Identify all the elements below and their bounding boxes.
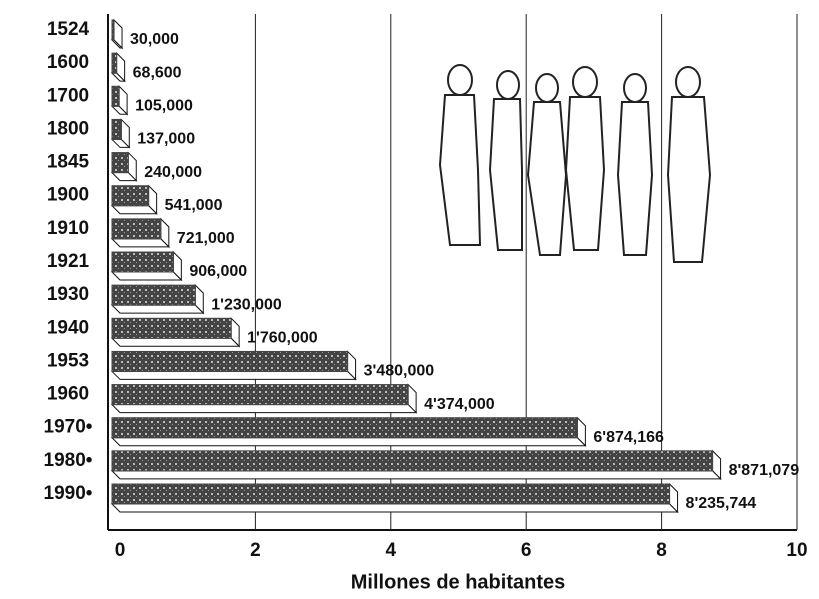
y-tick-label: 1960 [47,384,89,405]
y-tick-label: 1930 [47,284,89,305]
bar [112,385,408,405]
value-label: 721,000 [177,230,235,247]
silhouettes [440,65,710,262]
bar-bottom [112,504,678,512]
bar-bottom [112,471,721,479]
bar-bottom [112,239,169,247]
bar-bottom [112,405,416,413]
bar [112,219,161,239]
y-tick-label: 1700 [47,85,89,106]
x-tick-label: 8 [656,540,667,561]
bar [112,451,713,471]
y-tick-label: 1845 [47,152,90,173]
value-label: 30,000 [130,31,179,48]
y-tick-label: 1800 [47,118,89,139]
value-label: 1'760,000 [247,330,318,347]
y-tick-label: 1990• [44,483,93,504]
value-label: 8'871,079 [729,462,800,479]
bar [112,418,577,438]
bar [112,252,173,272]
x-tick-label: 6 [521,540,532,561]
x-tick-label: 2 [250,540,261,561]
x-axis-title: Millones de habitantes [351,571,565,593]
bar [112,285,195,305]
y-tick-label: 1980• [44,450,93,471]
bar [112,186,149,206]
y-tick-label: 1524 [47,19,90,40]
bar-bottom [112,438,585,446]
x-tick-label: 10 [786,540,807,561]
bar [112,86,119,106]
value-label: 906,000 [189,263,247,280]
value-label: 240,000 [144,164,202,181]
value-label: 8'235,744 [686,495,757,512]
bar-bottom [112,338,239,346]
bar-bottom [112,272,181,280]
bar [112,318,231,338]
bar-bottom [112,371,356,379]
value-label: 105,000 [135,98,193,115]
value-label: 3'480,000 [364,363,435,380]
x-tick-label: 4 [386,540,397,561]
y-tick-label: 1900 [47,185,89,206]
y-tick-label: 1910 [47,218,89,239]
value-label: 68,600 [133,64,182,81]
value-label: 4'374,000 [424,396,495,413]
bar-bottom [112,206,157,214]
y-tick-label: 1921 [47,251,90,272]
value-label: 137,000 [137,131,195,148]
chart: Millones de habitantes 0 2 4 6 8 10 1524 30,000… [0,0,819,599]
bar [112,53,117,73]
bar [112,153,128,173]
y-tick-label: 1600 [47,52,89,73]
x-tick-label: 0 [115,540,126,561]
bar [112,119,121,139]
bar [112,351,348,371]
value-label: 6'874,166 [593,429,664,446]
bar [112,20,114,40]
bar [112,484,670,504]
value-label: 1'230,000 [211,296,282,313]
y-tick-label: 1940 [47,317,89,338]
y-tick-label: 1953 [47,350,89,371]
bar-bottom [112,305,203,313]
y-tick-label: 1970• [44,417,93,438]
value-label: 541,000 [165,197,223,214]
